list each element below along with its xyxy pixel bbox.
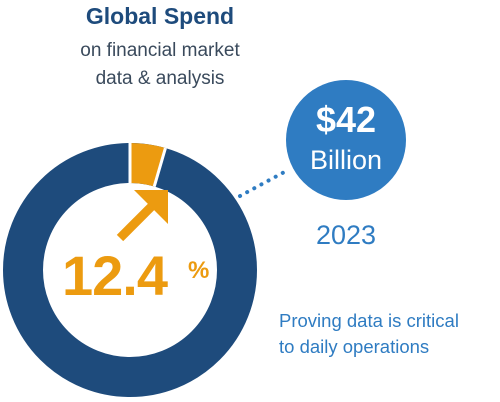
growth-percentage: 12.4 [62,244,168,307]
page-title: Global Spend [85,3,235,29]
spend-year: 2023 [315,220,377,250]
note-line-1: Proving data is critical [279,310,459,331]
subtitle-line-2: data & analysis [95,68,225,89]
arrow-up-right-icon [116,190,168,242]
percent-sign: % [188,257,210,284]
spend-bubble: $42 Billion [286,80,406,200]
donut-chart [3,143,257,397]
dotted-connector [238,168,290,198]
donut-growth-slice [129,143,166,187]
spend-unit: Billion [309,145,383,175]
donut-slice-separator-end [152,147,167,187]
note-line-2: to daily operations [279,336,430,357]
subtitle-line-1: on financial market [80,40,240,61]
spend-amount: $42 [315,99,377,140]
